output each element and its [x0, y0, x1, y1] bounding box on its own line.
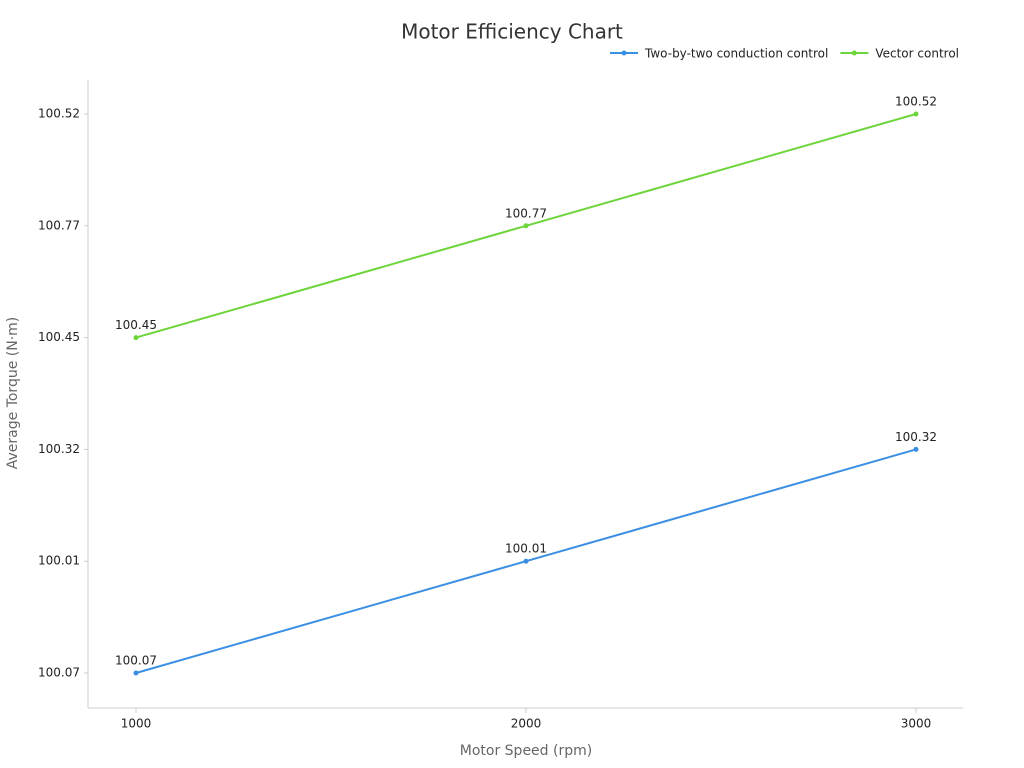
y-tick-label: 100.07 — [38, 666, 80, 680]
data-label: 100.45 — [115, 318, 157, 332]
data-point — [133, 335, 139, 341]
data-label: 100.77 — [505, 206, 547, 220]
y-tick-label: 100.52 — [38, 107, 80, 121]
data-point — [913, 446, 919, 452]
y-tick-label: 100.77 — [38, 218, 80, 232]
x-tick-label: 1000 — [121, 717, 152, 731]
legend-label: Vector control — [875, 47, 959, 61]
data-label: 100.32 — [895, 430, 937, 444]
legend-swatch-dot — [621, 50, 627, 56]
legend-swatch-dot — [851, 50, 857, 56]
x-axis-title: Motor Speed (rpm) — [460, 743, 592, 759]
y-tick-label: 100.01 — [38, 554, 80, 568]
data-point — [133, 670, 139, 676]
data-label: 100.01 — [505, 542, 547, 556]
y-axis-title: Average Torque (N·m) — [5, 317, 21, 470]
y-tick-label: 100.32 — [38, 442, 80, 456]
data-label: 100.07 — [115, 654, 157, 668]
legend-label: Two-by-two conduction control — [644, 47, 828, 61]
data-point — [913, 111, 919, 117]
data-point — [523, 558, 529, 564]
y-tick-label: 100.45 — [38, 330, 80, 344]
x-tick-label: 3000 — [901, 717, 932, 731]
data-label: 100.52 — [895, 95, 937, 109]
data-point — [523, 223, 529, 229]
x-tick-label: 2000 — [511, 717, 542, 731]
chart-title: Motor Efficiency Chart — [401, 20, 623, 44]
